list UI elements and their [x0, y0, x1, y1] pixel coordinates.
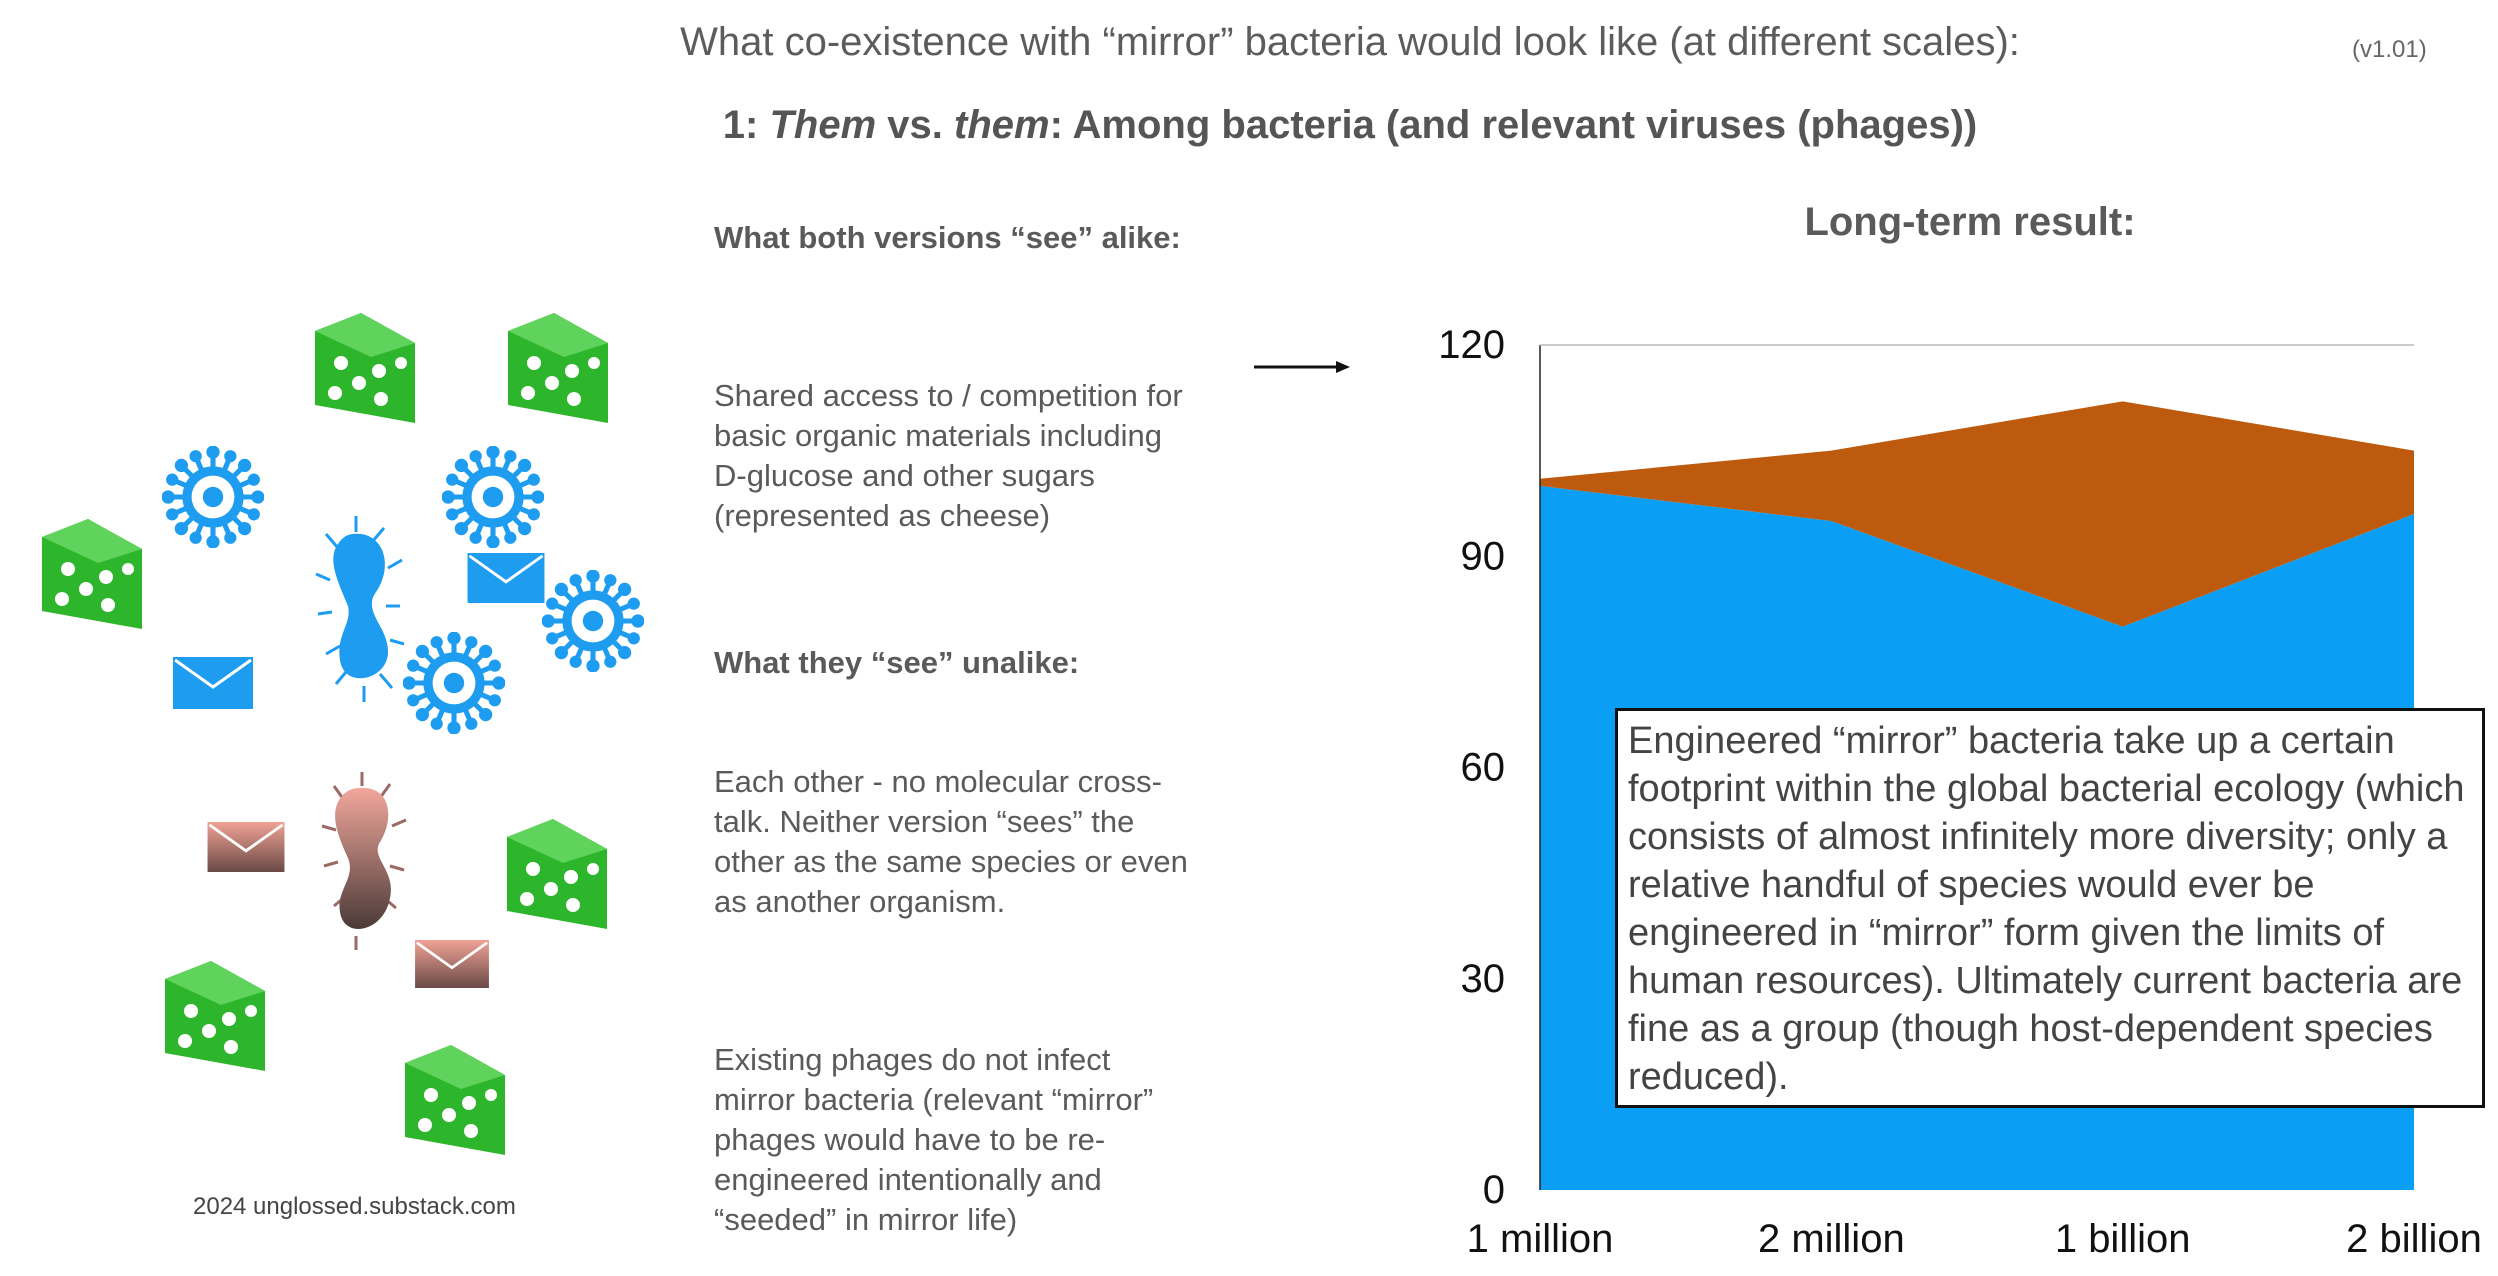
- area-series-2: [1540, 401, 2414, 627]
- section-subtitle: 1: Them vs. them: Among bacteria (and re…: [0, 103, 2498, 148]
- virus-icon: [164, 448, 262, 546]
- unalike-heading: What they “see” unalike:: [714, 645, 1080, 680]
- arrow-icon: [1254, 361, 1350, 373]
- x-tick-label: 2 billion: [2346, 1217, 2482, 1261]
- subtitle-prefix: 1:: [722, 103, 770, 147]
- mirror-envelope-icon: [206, 822, 286, 872]
- x-tick-label: 1 billion: [2055, 1217, 2191, 1261]
- alike-heading: What both versions “see” alike:: [714, 220, 1181, 255]
- mirror-envelope-icon: [414, 940, 490, 988]
- y-tick-label: 0: [1483, 1168, 1505, 1212]
- bacterium-icon: [315, 516, 405, 702]
- envelope-icon: [173, 657, 253, 709]
- y-tick-label: 90: [1461, 534, 1506, 578]
- cheese-icon: [508, 313, 608, 423]
- unalike-text-2: Existing phages do not infect mirror bac…: [714, 1042, 1154, 1237]
- x-tick-label: 1 million: [1467, 1217, 1614, 1261]
- cheese-icon: [405, 1045, 505, 1155]
- envelope-icon: [466, 553, 546, 603]
- virus-icon: [444, 448, 542, 546]
- y-tick-label: 30: [1461, 957, 1506, 1001]
- cheese-icon: [315, 313, 415, 423]
- virus-icon: [544, 572, 642, 670]
- y-tick-label: 60: [1461, 746, 1506, 790]
- subtitle-vs: vs.: [876, 103, 954, 147]
- cheese-icon: [165, 961, 265, 1071]
- subtitle-them-italic: Them: [769, 103, 877, 147]
- virus-icon: [405, 634, 503, 732]
- cheese-icon: [42, 519, 142, 629]
- version-label: (v1.01): [2352, 36, 2427, 63]
- x-tick-label: 2 million: [1758, 1217, 1905, 1261]
- credit-text: 2024 unglossed.substack.com: [193, 1193, 516, 1220]
- cheese-icon: [507, 819, 607, 929]
- subtitle-rest: : Among bacteria (and relevant viruses (…: [1049, 103, 1978, 147]
- unalike-text-1: Each other - no molecular cross-talk. Ne…: [714, 764, 1188, 919]
- subtitle-them-lower-italic: them: [954, 103, 1050, 147]
- y-tick-label: 120: [1438, 323, 1505, 367]
- chart-title: Long-term result:: [1804, 200, 2136, 244]
- chart-annotation: Engineered “mirror” bacteria take up a c…: [1615, 708, 2485, 1108]
- page-title: What co-existence with “mirror” bacteria…: [680, 20, 2020, 64]
- alike-text: Shared access to / competition for basic…: [714, 378, 1183, 533]
- mirror-bacterium-icon: [321, 772, 407, 950]
